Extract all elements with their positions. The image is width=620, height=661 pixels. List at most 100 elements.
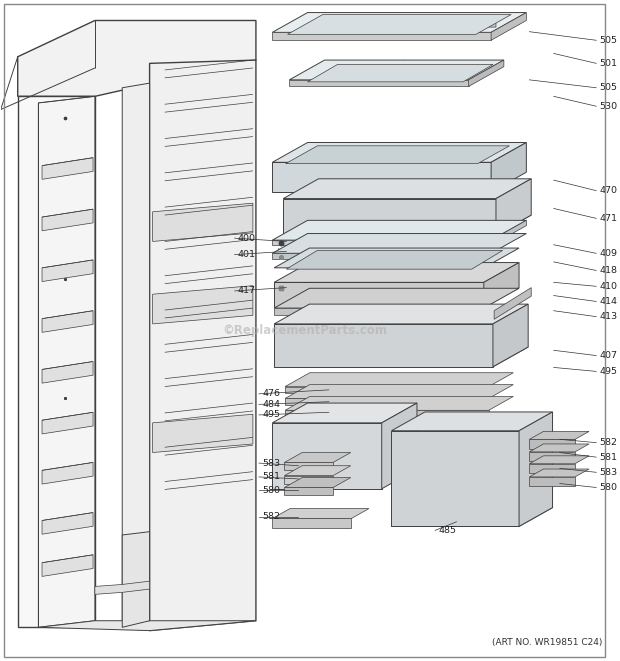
Text: 400: 400 xyxy=(237,233,255,243)
Polygon shape xyxy=(286,146,510,164)
Polygon shape xyxy=(272,233,526,253)
Polygon shape xyxy=(285,463,333,471)
Polygon shape xyxy=(382,403,417,488)
Polygon shape xyxy=(519,412,552,526)
Text: ©ReplacementParts.com: ©ReplacementParts.com xyxy=(222,324,387,337)
Polygon shape xyxy=(529,432,589,440)
Polygon shape xyxy=(153,203,253,241)
Polygon shape xyxy=(272,220,526,240)
Text: 581: 581 xyxy=(262,473,280,481)
Text: 581: 581 xyxy=(600,453,618,461)
Text: 495: 495 xyxy=(600,367,618,376)
Text: 401: 401 xyxy=(237,250,255,259)
Polygon shape xyxy=(274,288,519,308)
Text: 495: 495 xyxy=(262,410,280,420)
Polygon shape xyxy=(491,143,526,192)
Polygon shape xyxy=(285,410,489,417)
Polygon shape xyxy=(272,403,417,423)
Text: 505: 505 xyxy=(600,36,618,45)
Polygon shape xyxy=(272,240,491,245)
Text: 530: 530 xyxy=(600,102,618,111)
Text: 471: 471 xyxy=(600,214,618,223)
Polygon shape xyxy=(493,304,528,367)
Polygon shape xyxy=(285,453,351,463)
Text: 470: 470 xyxy=(600,186,618,195)
Polygon shape xyxy=(42,555,93,576)
Text: 580: 580 xyxy=(262,486,280,494)
Polygon shape xyxy=(288,15,511,34)
Polygon shape xyxy=(479,20,496,27)
Polygon shape xyxy=(42,158,93,179)
Polygon shape xyxy=(42,209,93,231)
Polygon shape xyxy=(286,251,503,269)
Text: 414: 414 xyxy=(600,297,618,306)
Polygon shape xyxy=(18,20,256,97)
Polygon shape xyxy=(491,220,526,245)
Polygon shape xyxy=(272,508,369,518)
Polygon shape xyxy=(491,13,526,40)
Polygon shape xyxy=(274,248,519,268)
Polygon shape xyxy=(272,163,491,192)
Polygon shape xyxy=(494,288,531,319)
Polygon shape xyxy=(285,385,513,399)
Polygon shape xyxy=(285,373,513,387)
Polygon shape xyxy=(149,60,256,631)
Polygon shape xyxy=(285,399,489,405)
Text: 583: 583 xyxy=(262,459,280,467)
Polygon shape xyxy=(274,304,528,324)
Polygon shape xyxy=(153,414,253,453)
Polygon shape xyxy=(290,60,504,80)
Polygon shape xyxy=(529,464,575,473)
Polygon shape xyxy=(285,478,351,487)
Polygon shape xyxy=(283,198,496,235)
Polygon shape xyxy=(272,32,491,40)
Polygon shape xyxy=(272,518,352,528)
Text: 413: 413 xyxy=(600,312,618,321)
Text: 580: 580 xyxy=(600,483,618,492)
Polygon shape xyxy=(42,362,93,383)
Polygon shape xyxy=(496,178,531,235)
Text: 410: 410 xyxy=(600,282,618,291)
Polygon shape xyxy=(42,311,93,332)
Text: 409: 409 xyxy=(600,249,618,258)
Polygon shape xyxy=(484,262,519,307)
Polygon shape xyxy=(122,83,149,627)
Polygon shape xyxy=(283,178,531,198)
Polygon shape xyxy=(308,64,493,82)
Text: (ART NO. WR19851 C24): (ART NO. WR19851 C24) xyxy=(492,638,602,647)
Text: 582: 582 xyxy=(600,438,618,447)
Polygon shape xyxy=(529,469,589,477)
Text: 476: 476 xyxy=(262,389,280,399)
Polygon shape xyxy=(272,13,526,32)
Polygon shape xyxy=(285,487,333,495)
Polygon shape xyxy=(529,456,589,464)
Polygon shape xyxy=(274,324,493,367)
Polygon shape xyxy=(290,80,469,87)
Text: 418: 418 xyxy=(600,266,618,275)
Text: 582: 582 xyxy=(262,512,280,521)
Polygon shape xyxy=(122,531,149,627)
Polygon shape xyxy=(18,97,95,627)
Polygon shape xyxy=(38,621,256,631)
Polygon shape xyxy=(272,253,491,258)
Text: 501: 501 xyxy=(600,59,618,68)
Polygon shape xyxy=(42,512,93,534)
Polygon shape xyxy=(285,387,489,393)
Polygon shape xyxy=(391,508,552,526)
Text: 485: 485 xyxy=(438,526,456,535)
Polygon shape xyxy=(285,476,333,484)
Polygon shape xyxy=(285,466,351,476)
Polygon shape xyxy=(529,477,575,486)
Polygon shape xyxy=(529,444,589,452)
Polygon shape xyxy=(274,282,484,307)
Polygon shape xyxy=(274,347,528,367)
Polygon shape xyxy=(42,463,93,484)
Polygon shape xyxy=(529,440,575,449)
Polygon shape xyxy=(529,452,575,461)
Text: 505: 505 xyxy=(600,83,618,93)
Polygon shape xyxy=(469,60,504,87)
Text: 484: 484 xyxy=(262,400,280,409)
Polygon shape xyxy=(95,581,149,594)
Polygon shape xyxy=(274,262,519,282)
Polygon shape xyxy=(272,423,382,488)
